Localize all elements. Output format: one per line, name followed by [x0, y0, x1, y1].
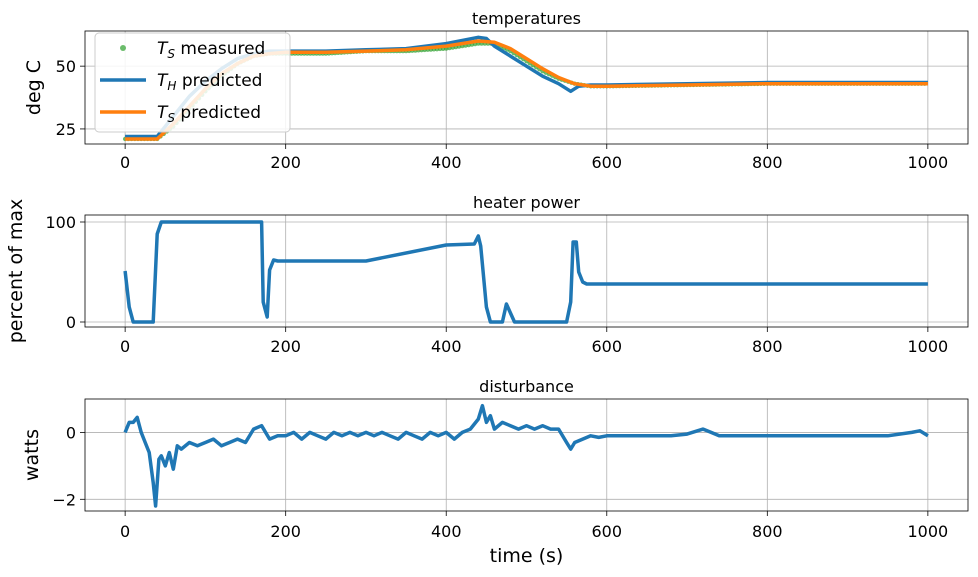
legend-label: TS measured	[157, 39, 265, 61]
x-tick-label: 0	[120, 522, 130, 541]
series-line	[123, 220, 928, 324]
x-axis-label: time (s)	[490, 545, 564, 567]
x-tick-label: 800	[752, 337, 783, 356]
grid	[85, 215, 968, 327]
y-tick-label: 50	[56, 57, 76, 76]
x-tick-label: 200	[270, 522, 301, 541]
plot-frame	[84, 214, 969, 328]
x-tick-label: 800	[752, 153, 783, 172]
x-tick-label: 1000	[908, 153, 949, 172]
x-tick-label: 400	[431, 522, 462, 541]
series-group	[123, 220, 928, 324]
disturbance-chart: 0 200 400 600 800 1000 −2 0 disturbance watts time…	[21, 377, 969, 567]
plot-frame	[84, 30, 969, 145]
y-axis-label: deg C	[23, 60, 45, 115]
legend: TS measured TH predicted TS predicted	[94, 32, 291, 133]
x-tick-label: 0	[120, 337, 130, 356]
y-tick-label: 25	[56, 120, 76, 139]
chart-title: heater power	[473, 193, 580, 212]
series-line	[123, 403, 929, 508]
chart-title: disturbance	[479, 377, 574, 396]
x-tick-label: 0	[120, 153, 130, 172]
y-tick-label: 0	[66, 423, 76, 442]
x-tick-label: 200	[270, 153, 301, 172]
legend-label: TH predicted	[157, 71, 262, 93]
plot-frame	[84, 398, 969, 512]
y-tick-label: 0	[66, 313, 76, 332]
legend-label: TS predicted	[157, 103, 261, 125]
chart-title: temperatures	[472, 9, 581, 28]
x-tick-label: 1000	[908, 522, 949, 541]
x-tick-label: 1000	[908, 337, 949, 356]
y-tick-label: −2	[52, 490, 76, 509]
y-tick-label: 100	[45, 213, 76, 232]
x-tick-label: 600	[591, 522, 622, 541]
x-tick-label: 400	[431, 337, 462, 356]
y-axis-label: watts	[21, 429, 43, 481]
tick-labels: 0 200 400 600 800 1000 −2 0	[52, 423, 948, 541]
grid	[85, 399, 968, 511]
x-tick-label: 800	[752, 522, 783, 541]
series-group	[123, 403, 929, 508]
x-tick-label: 600	[591, 153, 622, 172]
heater-power-chart: 0 200 400 600 800 1000 0 100 heater power percent…	[5, 193, 969, 356]
x-tick-label: 600	[591, 337, 622, 356]
temperatures-chart: 0 200 400 600 800 1000 25 50 temperatures deg C TS…	[23, 9, 969, 172]
legend-box	[94, 32, 291, 133]
x-tick-label: 200	[270, 337, 301, 356]
y-axis-label: percent of max	[5, 199, 27, 344]
legend-marker	[120, 45, 126, 51]
tick-labels: 0 200 400 600 800 1000 25 50	[56, 57, 949, 172]
tick-labels: 0 200 400 600 800 1000 0 100	[45, 213, 948, 356]
x-tick-label: 400	[431, 153, 462, 172]
